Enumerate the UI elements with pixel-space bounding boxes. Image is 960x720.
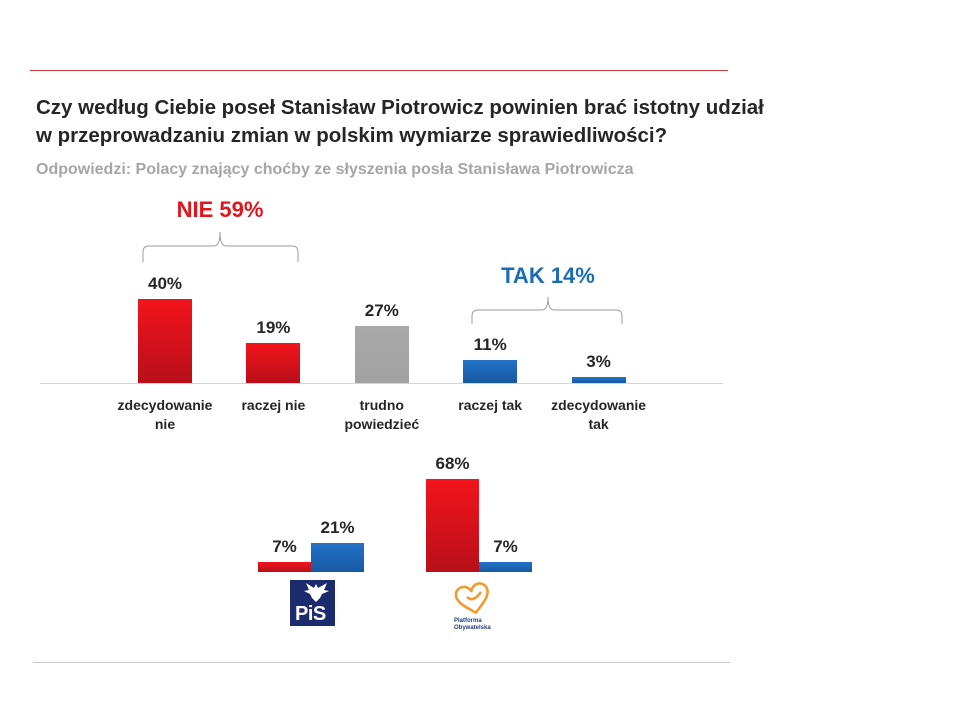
category-label-zdecydowanie-nie: zdecydowanie nie <box>117 397 213 432</box>
category-label-raczej-tak: raczej tak <box>458 397 523 413</box>
heart-icon <box>454 582 489 614</box>
value-label-po-nie: 68% <box>435 453 470 473</box>
bar-raczej-tak <box>463 359 518 383</box>
bar-zdecydowanie-tak <box>571 376 626 383</box>
value-label-zdecydowanie-tak: 3% <box>586 351 611 371</box>
main-chart-baseline <box>40 383 723 384</box>
chart-subtitle: Odpowiedzi: Polacy znający choćby ze sły… <box>36 161 634 178</box>
chart-title: Czy według Ciebie poseł Stanisław Piotro… <box>36 94 764 150</box>
value-label-zdecydowanie-nie: 40% <box>147 274 183 293</box>
value-label-pis-nie: 7% <box>272 537 297 557</box>
pis-logo: PiS <box>290 580 335 626</box>
brace-tak <box>471 296 623 324</box>
party-bar-chart: 7% 21% 68% 7% PiS Platforma Obywatelska <box>250 450 550 640</box>
bar-po-tak <box>479 562 532 572</box>
po-logo-text: Platforma Obywatelska <box>454 618 491 631</box>
bar-raczej-nie <box>246 343 301 383</box>
bottom-rule <box>33 662 730 663</box>
value-label-pis-tak: 21% <box>320 518 355 538</box>
bar-pis-nie <box>258 562 311 572</box>
top-rule <box>30 70 728 71</box>
bar-po-nie <box>426 478 479 572</box>
chart-title-line-2: w przeprowadzaniu zmian w polskim wymiar… <box>36 124 668 147</box>
brace-nie <box>142 231 299 262</box>
bar-pis-tak <box>311 543 364 572</box>
annotation-nie: NIE 59% <box>176 197 264 222</box>
category-label-trudno-powiedziec: trudno powiedzieć <box>344 397 420 432</box>
value-label-raczej-tak: 11% <box>473 334 507 354</box>
main-bar-chart: 40% zdecydowanie nie 19% raczej nie 27% … <box>40 270 730 460</box>
annotation-tak: TAK 14% <box>501 263 595 288</box>
category-label-raczej-nie: raczej nie <box>241 397 306 413</box>
bar-zdecydowanie-nie <box>138 299 192 383</box>
value-label-raczej-nie: 19% <box>256 318 291 338</box>
pis-logo-text: PiS <box>295 603 326 625</box>
value-label-po-tak: 7% <box>493 537 518 557</box>
value-label-trudno-powiedziec: 27% <box>364 301 399 321</box>
eagle-icon <box>304 583 329 602</box>
category-label-zdecydowanie-tak: zdecydowanie tak <box>551 397 647 432</box>
bar-trudno-powiedziec <box>354 326 409 383</box>
chart-title-line-1: Czy według Ciebie poseł Stanisław Piotro… <box>36 96 764 119</box>
